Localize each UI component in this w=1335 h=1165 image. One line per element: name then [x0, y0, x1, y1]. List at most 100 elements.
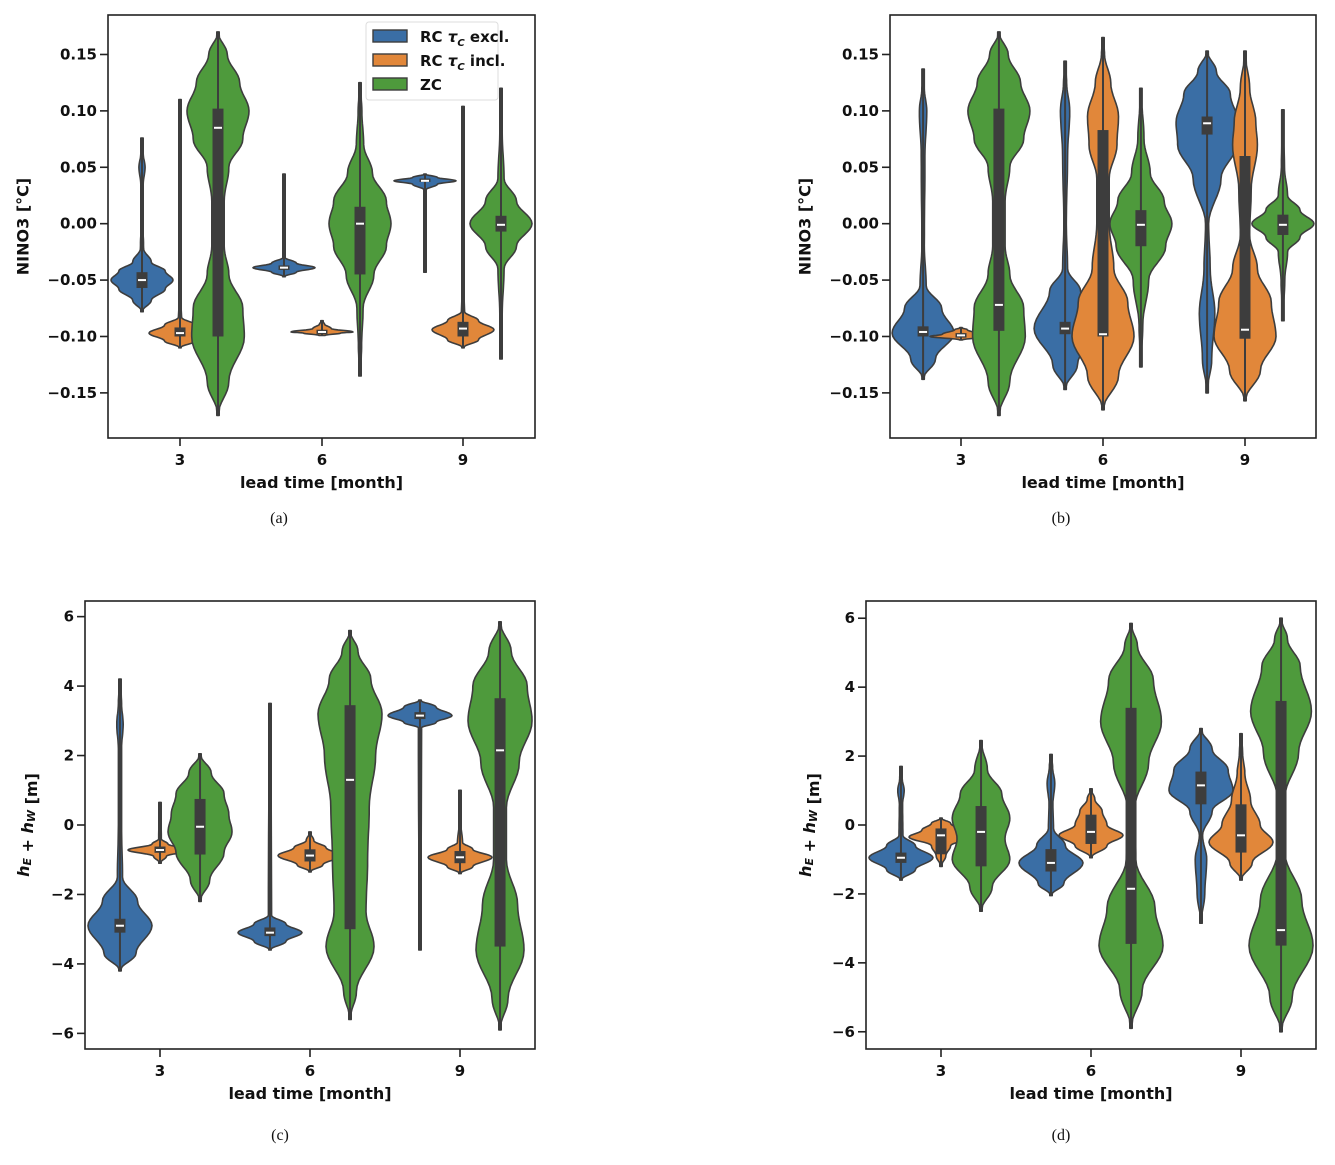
violin-rc-c-excl--9 [1168, 727, 1234, 924]
violin-box [1235, 804, 1247, 853]
violin-zc-6 [1098, 622, 1164, 1030]
violin-box [975, 806, 987, 867]
violin-box [1201, 116, 1213, 135]
violin-box [1097, 130, 1109, 337]
x-tick-label: 6 [305, 1062, 315, 1080]
y-tick-label: −2 [51, 885, 74, 903]
violin-rc-c-excl--9 [1175, 50, 1239, 394]
panel-caption: (d) [1052, 1127, 1071, 1144]
violin-zc-3 [951, 739, 1011, 912]
y-tick-label: 2 [845, 747, 855, 765]
violin-rc-c-incl--9 [1213, 50, 1277, 402]
x-tick-label: 3 [175, 451, 185, 469]
legend-label: RC τC incl. [420, 52, 505, 73]
violin-box [1135, 210, 1147, 247]
x-axis-label: lead time [month] [228, 1084, 391, 1103]
violin-rc-c-excl--6 [1018, 753, 1084, 897]
panel-d: 6 4 2 0 −2 −4 −6 3 6 9 lead time [month] hE + hW [m… [796, 600, 1317, 1144]
violin-rc-c-incl--9 [1208, 732, 1274, 881]
violin-rc-c-excl--6 [237, 702, 303, 951]
violin-zc-9 [1248, 617, 1314, 1033]
violin-zc-9 [469, 87, 533, 360]
x-tick-label: 9 [455, 1062, 465, 1080]
legend: RC τC excl. RC τC incl. ZC [365, 21, 510, 101]
x-tick-label: 6 [1098, 451, 1108, 469]
legend-swatch [372, 77, 408, 91]
y-tick-label: −0.05 [829, 271, 879, 289]
violin-rc-c-excl--9 [393, 173, 457, 273]
y-tick-label: 0.05 [842, 158, 879, 176]
y-tick-label: −0.15 [829, 384, 879, 402]
violin-rc-c-excl--3 [110, 137, 174, 313]
y-tick-label: 6 [845, 609, 855, 627]
y-tick-label: −0.05 [47, 271, 97, 289]
y-tick-label: 0 [845, 816, 855, 834]
panel-caption: (c) [271, 1127, 289, 1144]
y-tick-label: 0 [64, 816, 74, 834]
y-axis-label: NINO3 [°C] [14, 178, 33, 275]
y-tick-label: 0.10 [842, 102, 879, 120]
y-tick-label: 2 [64, 747, 74, 765]
y-tick-label: −0.10 [829, 327, 879, 345]
x-tick-label: 9 [458, 451, 468, 469]
violin-rc-c-excl--3 [868, 765, 934, 881]
legend-swatch [372, 29, 408, 43]
violin-zc-9 [1251, 109, 1315, 322]
violin-box [212, 108, 224, 337]
legend-label: ZC [420, 76, 442, 94]
x-tick-label: 9 [1236, 1062, 1246, 1080]
violin-box [1085, 814, 1097, 844]
x-tick-label: 6 [1086, 1062, 1096, 1080]
violin-box [1275, 700, 1287, 946]
violin-rc-c-incl--9 [427, 789, 493, 875]
violin-zc-3 [967, 31, 1031, 417]
violin-rc-c-excl--6 [252, 173, 316, 278]
y-tick-label: 0.15 [60, 45, 97, 63]
panel-c: 6 4 2 0 −2 −4 −6 3 6 9 lead time [month] hE + hW [m… [14, 600, 536, 1144]
violin-rc-c-excl--3 [891, 68, 955, 381]
violin-box [993, 108, 1005, 331]
x-tick-label: 9 [1240, 451, 1250, 469]
violin-rc-c-incl--6 [290, 319, 354, 337]
panel-b: 0.15 0.10 0.05 0.00 −0.05 −0.10 −0.15 3 6 9 lead t… [796, 14, 1317, 527]
violin-zc-6 [317, 629, 383, 1021]
violin-rc-c-incl--6 [1058, 788, 1124, 859]
y-tick-label: 0.15 [842, 45, 879, 63]
violin-zc-3 [186, 31, 250, 417]
y-tick-label: 6 [64, 608, 74, 626]
legend-label: RC τC excl. [420, 28, 510, 49]
y-tick-label: −0.10 [47, 327, 97, 345]
y-tick-label: −4 [51, 955, 74, 973]
violin-rc-c-incl--9 [431, 105, 495, 349]
violin-box [494, 698, 506, 947]
x-axis-label: lead time [month] [1021, 473, 1184, 492]
y-tick-label: −4 [832, 954, 855, 972]
violin-box [495, 215, 507, 232]
y-tick-label: 4 [845, 678, 855, 696]
y-tick-label: 0.00 [60, 215, 97, 233]
x-tick-label: 3 [956, 451, 966, 469]
y-tick-label: 4 [64, 677, 74, 695]
x-axis-label: lead time [month] [240, 473, 403, 492]
y-tick-label: −0.15 [47, 384, 97, 402]
x-axis-label: lead time [month] [1009, 1084, 1172, 1103]
panel-caption: (a) [270, 510, 288, 527]
panel-caption: (b) [1052, 510, 1071, 527]
violin-zc-3 [167, 753, 233, 903]
violin-rc-c-incl--6 [1071, 36, 1135, 411]
violin-zc-9 [467, 621, 533, 1031]
violin-zc-6 [1109, 87, 1173, 368]
y-tick-label: 0.00 [842, 215, 879, 233]
axes-frame [84, 600, 536, 1050]
x-tick-label: 3 [936, 1062, 946, 1080]
y-tick-label: −6 [51, 1024, 74, 1042]
legend-swatch [372, 53, 408, 67]
y-tick-label: 0.10 [60, 102, 97, 120]
violin-rc-c-excl--9 [387, 699, 453, 951]
y-axis-label: NINO3 [°C] [796, 178, 815, 275]
violin-box [1125, 707, 1137, 944]
x-tick-label: 3 [155, 1062, 165, 1080]
y-axis-label: hE + hW [m] [14, 773, 41, 877]
violin-box [1195, 771, 1207, 805]
